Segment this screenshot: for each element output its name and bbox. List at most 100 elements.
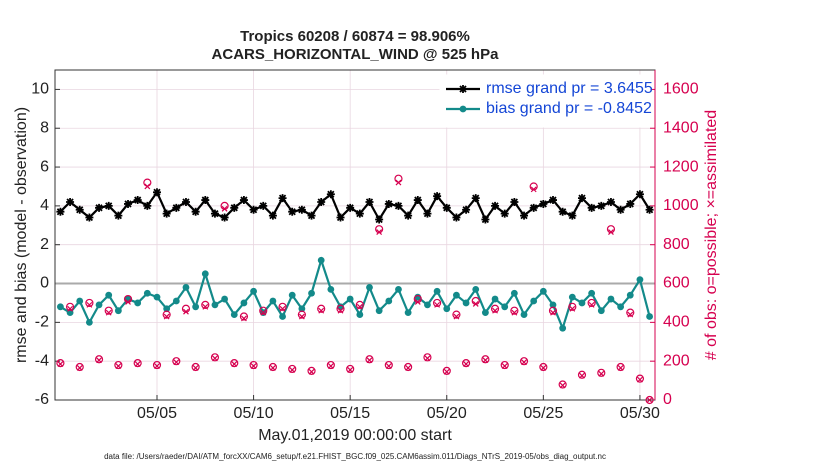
circle-marker [346, 364, 355, 374]
y2-tick-label: 400 [663, 314, 690, 331]
circle-marker [645, 395, 654, 405]
star-marker [529, 203, 538, 212]
y-tick-label: -4 [35, 352, 49, 369]
star-marker [413, 196, 422, 205]
dot-marker [636, 276, 644, 284]
x-tick-label: 05/10 [234, 405, 274, 422]
y-tick-label: 6 [40, 158, 49, 175]
y2-tick-label: 200 [663, 352, 690, 369]
circle-marker [490, 304, 500, 313]
circle-marker [191, 362, 200, 372]
star-marker [336, 213, 345, 222]
dot-marker [143, 289, 151, 297]
star-marker [124, 199, 133, 208]
circle-marker [548, 306, 558, 315]
star-marker [288, 207, 297, 216]
cross-marker [559, 382, 566, 389]
x-axis-label: May.01,2019 00:00:00 start [258, 427, 452, 444]
cross-marker [443, 368, 450, 375]
y2-tick-label: 800 [663, 236, 690, 253]
cross-marker [192, 365, 199, 371]
star-marker [491, 201, 500, 210]
dot-marker [424, 301, 431, 309]
dot-marker [366, 284, 373, 291]
circle-marker [133, 359, 142, 368]
star-marker [635, 190, 644, 199]
circle-marker [65, 302, 75, 311]
circle-marker [75, 362, 84, 372]
star-marker [162, 209, 171, 218]
star-marker [384, 199, 393, 208]
cross-marker [231, 361, 238, 368]
cross-marker [183, 308, 189, 315]
circle-marker [568, 302, 577, 311]
circle-marker [230, 359, 239, 368]
cross-marker [366, 357, 373, 364]
star-marker [433, 192, 442, 201]
circle-marker [94, 355, 104, 364]
circle-marker [326, 360, 335, 370]
dot-marker [250, 287, 257, 295]
dot-marker [453, 291, 460, 299]
y2-tick-label: 1200 [663, 158, 699, 175]
dot-marker [356, 311, 364, 318]
y-tick-label: -6 [35, 391, 49, 408]
circle-marker [539, 362, 548, 372]
star-marker [346, 203, 355, 212]
cross-marker [482, 357, 489, 364]
cross-marker [617, 365, 624, 371]
circle-marker [56, 359, 65, 368]
dot-marker [530, 297, 538, 305]
cross-marker [260, 309, 267, 316]
circle-marker [626, 308, 635, 317]
cross-marker [86, 301, 93, 308]
dot-marker [182, 284, 190, 291]
dot-marker [491, 295, 499, 303]
circle-marker [85, 298, 94, 308]
circle-marker [558, 380, 567, 389]
cross-marker [424, 355, 431, 362]
star-marker [307, 211, 316, 220]
cross-marker [521, 359, 527, 366]
dot-marker [211, 301, 219, 309]
circle-marker [336, 304, 345, 313]
dot-marker [221, 295, 229, 303]
dot-marker [375, 307, 383, 315]
star-marker [558, 207, 567, 216]
cross-marker [637, 376, 643, 383]
dot-marker [114, 307, 122, 315]
circle-marker [104, 306, 113, 315]
star-marker [210, 209, 219, 218]
y-tick-label: 10 [31, 81, 49, 98]
cross-marker [154, 363, 160, 369]
cross-marker [627, 311, 634, 318]
x-tick-label: 05/05 [137, 405, 177, 422]
star-marker [278, 194, 287, 203]
cross-marker [125, 299, 131, 305]
dot-marker [172, 297, 180, 305]
y-tick-label: 0 [40, 275, 49, 292]
dot-marker [279, 313, 286, 320]
circle-marker [423, 353, 432, 362]
dot-marker [317, 256, 325, 264]
star-marker [626, 199, 635, 208]
star-marker [481, 215, 490, 224]
circle-marker [249, 360, 258, 370]
cross-marker [501, 363, 508, 369]
star-marker [549, 196, 558, 205]
star-marker [577, 194, 586, 203]
star-marker [568, 211, 577, 220]
star-marker [181, 198, 190, 206]
star-marker [394, 201, 403, 210]
star-marker [606, 198, 615, 206]
star-marker [404, 211, 413, 220]
circle-marker [355, 300, 364, 309]
star-marker [459, 85, 467, 93]
circle-marker [635, 374, 645, 383]
cross-marker [463, 361, 469, 368]
circle-marker [452, 310, 461, 319]
circle-marker [597, 368, 606, 377]
dot-marker [85, 318, 93, 326]
cross-marker [105, 309, 112, 316]
dot-marker [327, 285, 335, 293]
